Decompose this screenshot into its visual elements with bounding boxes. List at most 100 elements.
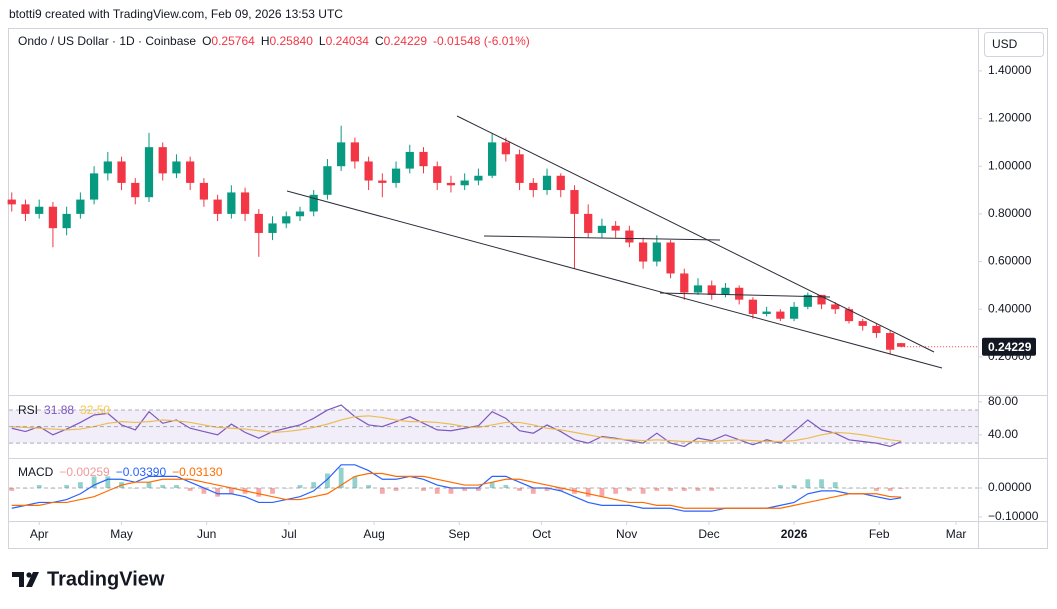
candle [584, 204, 593, 238]
candle-body [748, 299, 758, 314]
candle-body [227, 192, 236, 214]
candle [48, 201, 58, 248]
candle-body [295, 211, 305, 217]
candle-body [789, 306, 799, 319]
legend-value: 0.25840 [269, 34, 313, 48]
candle [762, 306, 771, 317]
candle [789, 302, 799, 322]
candle-body [693, 285, 703, 293]
x-tick-label: Aug [363, 527, 384, 541]
histogram-bar [503, 485, 509, 488]
histogram-bar [228, 487, 234, 494]
candle-body [240, 192, 250, 214]
candle [62, 206, 71, 236]
candle [570, 185, 579, 269]
candle [625, 225, 634, 248]
histogram-bar [626, 487, 632, 491]
candle [803, 292, 812, 310]
x-tick-label: Sep [449, 527, 471, 541]
candle-body [652, 242, 661, 262]
histogram-bar [558, 487, 564, 491]
candle-body [762, 311, 771, 314]
candle-body [831, 304, 840, 310]
candle [391, 161, 401, 188]
candle-body [254, 213, 263, 233]
candle [282, 211, 291, 229]
candle [213, 194, 222, 222]
trend-line [483, 235, 721, 241]
candle-body [76, 199, 85, 214]
histogram-bar [352, 476, 358, 488]
histogram-bar [270, 487, 275, 494]
candle-body [391, 168, 401, 183]
histogram-bar [681, 487, 687, 491]
last-price-box [982, 337, 1036, 356]
legend-value: -0.01548 (-6.01%) [433, 34, 530, 48]
candle-body [309, 194, 318, 212]
histogram-bar [9, 487, 15, 491]
rsi-line [11, 404, 902, 448]
candle-body [268, 223, 277, 233]
candle [378, 173, 387, 198]
candle [309, 190, 318, 217]
candle-body [144, 147, 154, 198]
candle [337, 125, 346, 171]
histogram-bar [640, 487, 646, 494]
indicator-legend: RSI 31.88 32.50 [18, 403, 110, 417]
candle [117, 156, 126, 191]
trend-line [659, 292, 831, 298]
histogram-bar [846, 487, 852, 489]
candle [844, 306, 854, 324]
candle-body [817, 294, 826, 305]
histogram-bar [256, 487, 262, 497]
candle-body [474, 175, 483, 181]
currency-button[interactable] [984, 32, 1044, 57]
histogram-bar [77, 482, 83, 488]
candle-body [556, 175, 565, 191]
trend-line [286, 190, 943, 369]
candle [89, 166, 99, 205]
indicator-value: −0.03390 [116, 465, 167, 479]
candle-body [611, 225, 620, 231]
logo: TradingView [12, 568, 165, 590]
y-tick-label: 0.00000 [988, 480, 1032, 494]
logo-mark [12, 572, 24, 587]
histogram-bar [160, 485, 166, 488]
x-tick-label: Mar [946, 527, 967, 541]
y-tick-label: 0.80000 [988, 206, 1032, 220]
indicator-name: MACD [18, 465, 54, 479]
candle [693, 278, 703, 295]
y-tick-label: 1.20000 [988, 111, 1032, 125]
candle [474, 168, 483, 186]
histogram-bar [874, 487, 879, 491]
currency-label: USD [992, 37, 1018, 51]
legend-key: C [375, 34, 384, 48]
candle-body [803, 294, 812, 307]
candle-body [282, 216, 291, 224]
candle-body [570, 190, 579, 214]
candle [501, 137, 510, 162]
candle-body [735, 287, 744, 300]
candle-body [625, 230, 634, 243]
histogram-bar [64, 485, 70, 488]
histogram-bar [448, 487, 454, 494]
y-tick-label: −0.10000 [988, 509, 1039, 523]
x-tick-label: Nov [616, 527, 637, 541]
candle [76, 192, 85, 219]
candle [323, 159, 332, 200]
candle [7, 192, 16, 212]
trend-line [456, 115, 935, 353]
histogram-bar [791, 485, 797, 488]
indicator-value: 32.50 [80, 403, 110, 417]
candle-body [638, 242, 648, 262]
candle [419, 147, 428, 174]
candle [131, 178, 140, 205]
x-tick-label: Feb [869, 527, 890, 541]
histogram-bar [860, 487, 866, 489]
candle-body [433, 166, 442, 183]
indicator-value: −0.03130 [172, 465, 223, 479]
candle-body [460, 180, 469, 186]
candle [707, 280, 716, 300]
